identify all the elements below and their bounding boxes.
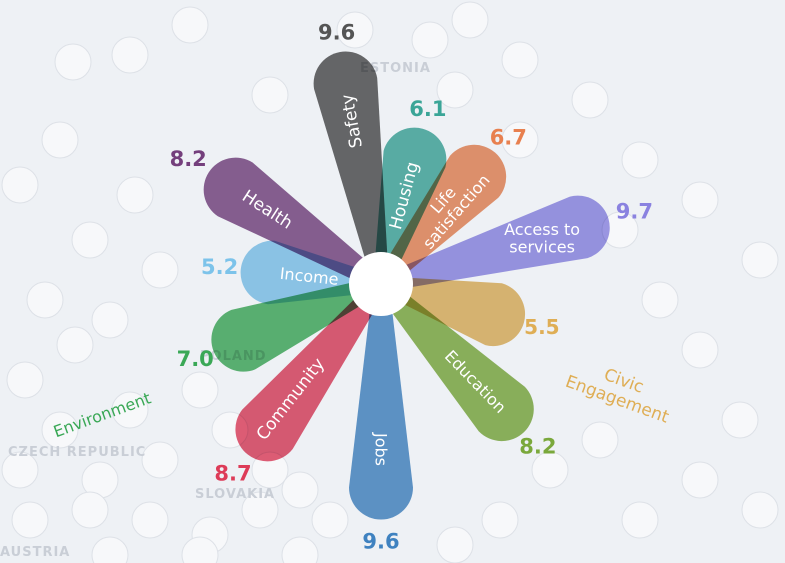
petal-community[interactable]: [235, 279, 388, 462]
map-dot: [1, 451, 39, 489]
petals[interactable]: [203, 51, 610, 520]
value-label-safety: 9.6: [318, 20, 355, 44]
value-label-income: 5.2: [201, 255, 238, 279]
map-dot: [311, 501, 349, 539]
map-dot: [721, 401, 759, 439]
map-dot: [171, 6, 209, 44]
petal-housing[interactable]: [373, 127, 447, 287]
petal-education[interactable]: [375, 278, 534, 442]
map-dot: [501, 121, 539, 159]
value-label-access-to-services: 9.7: [616, 199, 653, 223]
map-dot: [141, 251, 179, 289]
country-label-czech: CZECH REPUBLIC: [8, 445, 146, 460]
map-dot: [181, 536, 219, 563]
value-label-community: 8.7: [214, 462, 251, 486]
map-dot: [741, 491, 779, 529]
petal-safety[interactable]: [313, 51, 389, 286]
value-label-life-satisfaction: 6.7: [490, 126, 527, 150]
petal-jobs[interactable]: [349, 284, 413, 520]
petal-civic-engagement[interactable]: [378, 276, 526, 347]
map-dot: [621, 501, 659, 539]
map-dot: [141, 441, 179, 479]
map-dot: [56, 326, 94, 364]
map-dot: [241, 491, 279, 529]
map-dot: [741, 241, 779, 279]
map-dot: [571, 81, 609, 119]
map-dot: [41, 411, 79, 449]
map-dot: [41, 121, 79, 159]
map-dot: [111, 36, 149, 74]
value-label-environment: 7.0: [177, 347, 214, 371]
map-dot: [681, 181, 719, 219]
petal-income[interactable]: [240, 240, 382, 305]
value-label-health: 8.2: [170, 147, 207, 171]
petal-label-civic-engagement: CivicEngagement: [563, 353, 679, 427]
petal-environment[interactable]: [211, 276, 384, 372]
petal-access-to-services[interactable]: [378, 195, 610, 292]
map-dot: [6, 361, 44, 399]
map-dot: [26, 281, 64, 319]
map-dot: [501, 41, 539, 79]
map-dot: [281, 536, 319, 563]
map-dot: [91, 536, 129, 563]
map-dot: [71, 491, 109, 529]
petal-label-access-to-services: Access to services: [504, 220, 580, 257]
country-label-estonia: ESTONIA: [360, 61, 431, 76]
map-dot: [581, 421, 619, 459]
map-dot: [131, 501, 169, 539]
country-label-austria: AUSTRIA: [0, 545, 70, 560]
map-dot: [91, 301, 129, 339]
map-dot: [531, 451, 569, 489]
map-dot: [681, 461, 719, 499]
value-label-education: 8.2: [519, 435, 556, 459]
map-dot: [481, 501, 519, 539]
petal-health[interactable]: [203, 157, 386, 291]
map-dot: [411, 21, 449, 59]
petal-life-satisfaction[interactable]: [375, 144, 507, 290]
value-label-civic-engagement: 5.5: [524, 315, 559, 339]
value-label-housing: 6.1: [409, 97, 446, 121]
map-dot: [54, 43, 92, 81]
map-dot: [681, 331, 719, 369]
map-dot: [11, 501, 49, 539]
petal-label-jobs: Jobs: [372, 432, 391, 466]
value-labels: 9.6 6.1 6.7 9.7 5.5 8.2 9.6 8.7 7.0 5.2 8.2: [170, 20, 653, 553]
map-dot: [1, 166, 39, 204]
value-label-jobs: 9.6: [362, 530, 399, 554]
center-circle: [349, 252, 413, 316]
map-dot: [181, 371, 219, 409]
map-dot: [336, 11, 374, 49]
map-dot: [116, 176, 154, 214]
map-dot: [451, 1, 489, 39]
map-dot: [436, 71, 474, 109]
map-dot: [71, 221, 109, 259]
map-dot: [621, 141, 659, 179]
country-label-slovakia: SLOVAKIA: [195, 487, 275, 502]
map-dot: [111, 391, 149, 429]
map-dot: [436, 526, 474, 563]
map-dot: [281, 471, 319, 509]
map-dot: [251, 76, 289, 114]
map-dot: [641, 281, 679, 319]
